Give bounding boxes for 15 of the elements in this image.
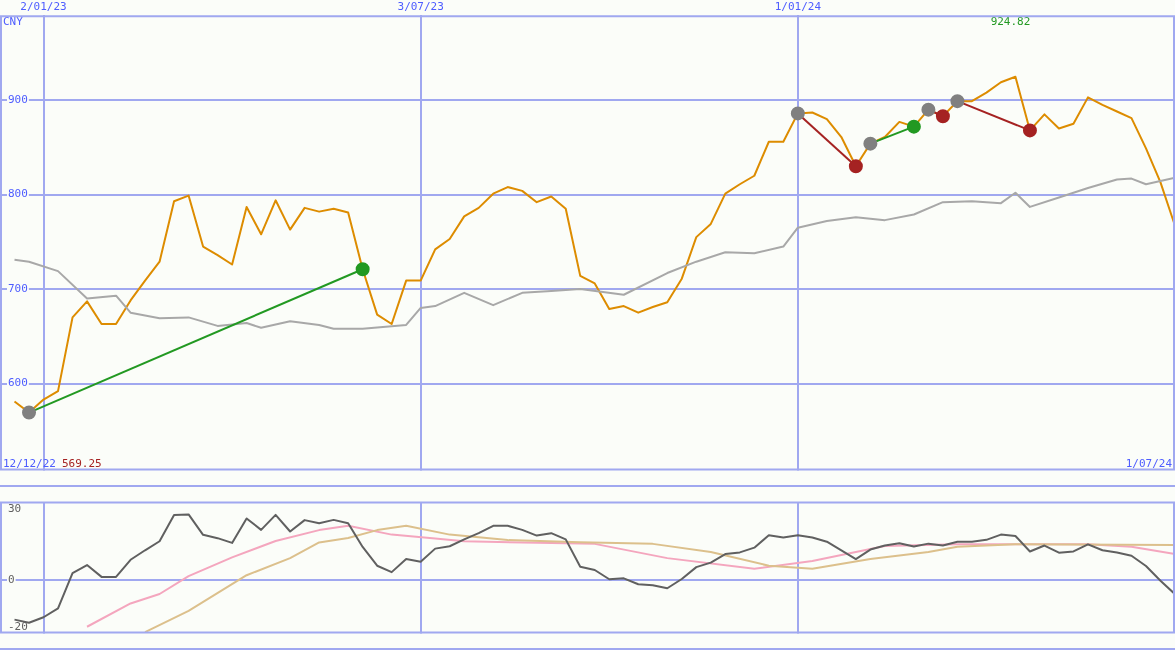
- y-tick-label: 600: [8, 376, 28, 390]
- y-tick-label: 900: [8, 93, 28, 107]
- y-axis-title: CNY: [3, 15, 24, 29]
- y-tick-label: 30: [8, 501, 22, 515]
- annotation: 924.82: [990, 15, 1031, 29]
- annotation: 1/07/24: [1125, 457, 1173, 471]
- annotation: 569.25: [61, 457, 102, 471]
- x-tick-label: 3/07/23: [397, 0, 444, 14]
- y-tick-label: -20: [8, 620, 28, 634]
- x-tick-label: 2/01/23: [20, 0, 67, 14]
- y-tick-label: 0: [8, 572, 15, 586]
- x-tick-label: 1/01/24: [774, 0, 822, 14]
- annotation: 12/12/22: [3, 457, 56, 471]
- y-tick-label: 800: [8, 187, 28, 201]
- y-tick-label: 700: [8, 281, 28, 295]
